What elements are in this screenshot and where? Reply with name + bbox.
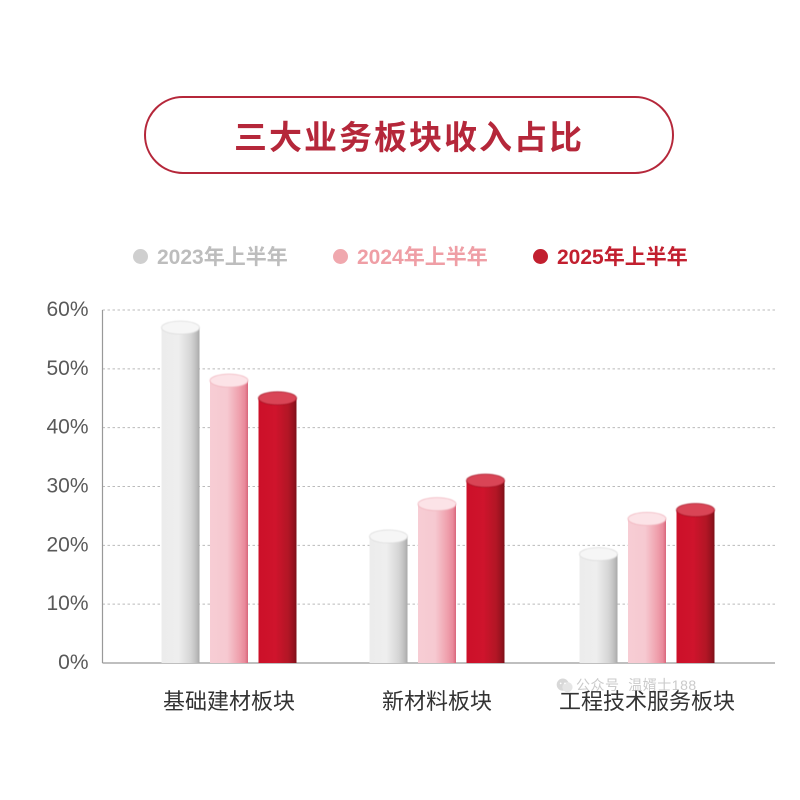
svg-text:40%: 40% <box>46 416 88 439</box>
svg-text:50%: 50% <box>46 357 88 380</box>
svg-text:基础建材板块: 基础建材板块 <box>163 689 295 714</box>
svg-text:30%: 30% <box>46 475 88 498</box>
svg-text:60%: 60% <box>46 298 88 321</box>
svg-text:20%: 20% <box>46 533 88 556</box>
svg-text:10%: 10% <box>46 592 88 615</box>
svg-text:0%: 0% <box>58 651 88 674</box>
svg-text:新材料板块: 新材料板块 <box>382 689 492 714</box>
